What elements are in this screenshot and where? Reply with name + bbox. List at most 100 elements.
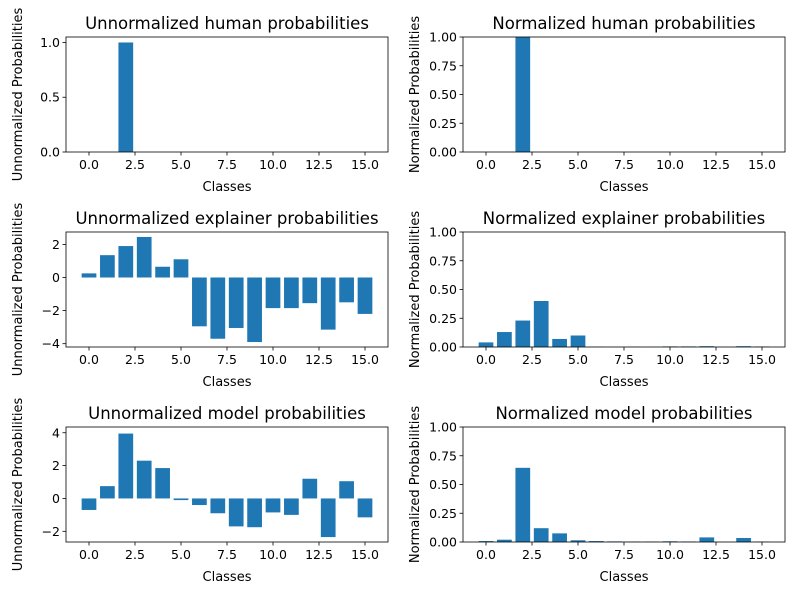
bar-class-2 bbox=[118, 433, 134, 499]
x-tick-label: 0.0 bbox=[476, 352, 496, 367]
y-tick-label: 1.0 bbox=[40, 35, 60, 50]
bar-class-5 bbox=[173, 498, 189, 501]
chart-title: Normalized explainer probabilities bbox=[483, 209, 765, 228]
bar-class-11 bbox=[284, 498, 299, 515]
bar-class-6 bbox=[192, 277, 207, 327]
bar-class-0 bbox=[478, 342, 494, 347]
axes-frame bbox=[462, 426, 786, 543]
x-tick-label: 10.0 bbox=[259, 352, 287, 367]
x-tick-label: 7.5 bbox=[614, 157, 634, 172]
x-tick-label: 0.0 bbox=[79, 352, 99, 367]
bar-class-2 bbox=[118, 42, 134, 153]
bar-class-14 bbox=[736, 346, 751, 347]
bar-class-15 bbox=[357, 277, 373, 314]
bar-class-6 bbox=[589, 541, 604, 542]
chart-panel-6: 0.0 2.5 5.0 7.5 10.0 12.5 15.0 0.00 0.25 0.50 0.75… bbox=[408, 404, 786, 585]
bar-class-9 bbox=[247, 498, 262, 528]
y-tick-label: 2 bbox=[52, 458, 60, 473]
y-tick-label: 0 bbox=[52, 270, 60, 285]
x-tick-label: 2.5 bbox=[125, 547, 145, 562]
bar-class-14 bbox=[339, 481, 354, 499]
bar-class-12 bbox=[699, 346, 715, 347]
bar-class-6 bbox=[192, 498, 207, 506]
x-axis-label: Classes bbox=[203, 375, 252, 390]
chart-title: Normalized model probabilities bbox=[495, 404, 752, 423]
bar-class-4 bbox=[552, 533, 567, 543]
x-tick-label: 5.0 bbox=[568, 157, 588, 172]
bar-class-2 bbox=[118, 246, 134, 278]
y-tick-label: 2 bbox=[52, 237, 60, 252]
y-tick-label: 0.00 bbox=[429, 340, 457, 355]
y-tick-label: 0.50 bbox=[429, 477, 457, 492]
chart-panel-5: 0.0 2.5 5.0 7.5 10.0 12.5 15.0 −2 0 2 4 Unnormalize… bbox=[11, 398, 389, 585]
bar-class-10 bbox=[265, 498, 281, 513]
y-tick-label: 1.00 bbox=[429, 420, 457, 435]
y-tick-label: −2 bbox=[42, 524, 60, 539]
x-tick-label: 12.5 bbox=[702, 352, 730, 367]
bar-class-14 bbox=[736, 537, 751, 542]
x-tick-label: 12.5 bbox=[305, 547, 333, 562]
y-tick-label: 0.5 bbox=[40, 90, 60, 105]
bar-class-3 bbox=[136, 236, 152, 278]
x-tick-label: 15.0 bbox=[351, 547, 379, 562]
bar-class-5 bbox=[173, 259, 189, 278]
y-tick-label: 4 bbox=[52, 425, 60, 440]
y-axis-label: Unnormalized Probabilities bbox=[11, 398, 26, 572]
bar-class-14 bbox=[339, 277, 354, 303]
y-tick-label: −4 bbox=[42, 336, 60, 351]
chart-title: Unnormalized model probabilities bbox=[88, 404, 366, 423]
x-tick-label: 10.0 bbox=[259, 547, 287, 562]
bar-class-13 bbox=[320, 498, 336, 538]
y-tick-label: 0.50 bbox=[429, 282, 457, 297]
x-tick-label: 5.0 bbox=[568, 352, 588, 367]
y-axis-label: Normalized Probabilities bbox=[408, 16, 423, 173]
bar-class-13 bbox=[320, 277, 336, 330]
axes-frame bbox=[462, 231, 786, 348]
bar-class-1 bbox=[100, 486, 115, 499]
y-tick-label: 1.00 bbox=[429, 30, 457, 45]
x-tick-label: 12.5 bbox=[702, 547, 730, 562]
y-tick-label: 0.25 bbox=[429, 311, 457, 326]
x-tick-label: 5.0 bbox=[171, 352, 191, 367]
chart-panel-3: 0.0 2.5 5.0 7.5 10.0 12.5 15.0 −4 −2 0 2 Unnormaliz… bbox=[11, 203, 389, 390]
x-axis-label: Classes bbox=[203, 570, 252, 585]
x-tick-label: 2.5 bbox=[125, 157, 145, 172]
bar-class-7 bbox=[210, 277, 226, 339]
x-axis-label: Classes bbox=[600, 570, 649, 585]
x-tick-label: 2.5 bbox=[522, 157, 542, 172]
bar-class-12 bbox=[302, 277, 318, 304]
y-tick-label: 0.00 bbox=[429, 145, 457, 160]
bar-class-2 bbox=[515, 320, 531, 347]
x-tick-label: 7.5 bbox=[217, 547, 237, 562]
chart-panel-1: 0.0 2.5 5.0 7.5 10.0 12.5 15.0 0.0 0.5 1.0 Unnorma… bbox=[11, 8, 389, 195]
bar-class-8 bbox=[228, 277, 244, 328]
x-tick-label: 2.5 bbox=[522, 547, 542, 562]
bar-class-2 bbox=[515, 467, 531, 542]
bar-class-3 bbox=[533, 528, 549, 542]
y-axis-label: Unnormalized Probabilities bbox=[11, 203, 26, 377]
x-axis-label: Classes bbox=[203, 180, 252, 195]
bar-class-5 bbox=[570, 540, 586, 542]
x-tick-label: 12.5 bbox=[305, 157, 333, 172]
x-tick-label: 15.0 bbox=[351, 157, 379, 172]
bar-class-4 bbox=[552, 338, 567, 347]
y-tick-label: 0.75 bbox=[429, 58, 457, 73]
bar-class-1 bbox=[100, 255, 115, 278]
x-tick-label: 7.5 bbox=[614, 547, 634, 562]
x-tick-label: 10.0 bbox=[656, 352, 684, 367]
y-tick-label: 0 bbox=[52, 491, 60, 506]
x-tick-label: 10.0 bbox=[656, 157, 684, 172]
bar-class-0 bbox=[81, 273, 97, 278]
chart-panel-4: 0.0 2.5 5.0 7.5 10.0 12.5 15.0 0.00 0.25 0.50 0.75… bbox=[408, 209, 786, 390]
bar-class-15 bbox=[357, 498, 373, 518]
x-tick-label: 0.0 bbox=[476, 157, 496, 172]
y-tick-label: 0.25 bbox=[429, 116, 457, 131]
x-tick-label: 5.0 bbox=[171, 547, 191, 562]
bar-class-9 bbox=[247, 277, 262, 343]
bar-class-4 bbox=[155, 266, 170, 278]
bar-class-7 bbox=[210, 498, 226, 514]
bar-class-10 bbox=[265, 277, 281, 309]
x-tick-label: 2.5 bbox=[125, 352, 145, 367]
chart-title: Unnormalized human probabilities bbox=[85, 14, 369, 33]
bar-class-5 bbox=[570, 335, 586, 347]
